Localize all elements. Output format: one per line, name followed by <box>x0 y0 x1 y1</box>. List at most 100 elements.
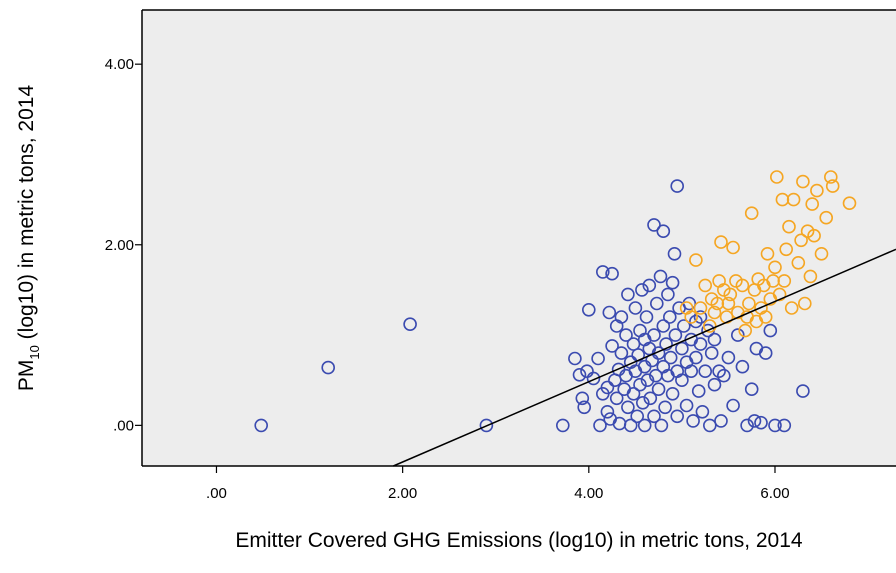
data-point-series-1 <box>702 418 717 433</box>
data-point-series-1 <box>628 301 643 315</box>
data-point-series-1 <box>321 360 336 375</box>
data-point-series-1 <box>639 310 654 324</box>
data-point-series-1 <box>656 224 671 238</box>
data-point-series-1 <box>707 332 722 347</box>
data-point-series-1 <box>591 351 605 366</box>
data-point-series-1 <box>605 339 619 353</box>
data-point-series-1 <box>656 319 671 333</box>
y-tick-label: 2.00 <box>105 237 134 254</box>
data-point-series-1 <box>689 314 703 329</box>
data-point-series-1 <box>658 400 672 415</box>
y-tick-label: .00 <box>113 417 134 434</box>
data-point-series-1 <box>712 364 726 379</box>
data-point-series-1 <box>675 341 689 356</box>
data-point-series-1 <box>668 328 683 342</box>
data-point-series-2 <box>803 269 818 284</box>
data-point-series-1 <box>621 400 635 415</box>
data-point-series-1 <box>600 380 615 395</box>
data-point-series-1 <box>686 414 700 428</box>
data-point-series-1 <box>693 310 708 324</box>
data-point-series-1 <box>716 368 731 383</box>
data-point-series-1 <box>704 346 719 360</box>
data-point-series-2 <box>823 170 838 184</box>
data-points-layer <box>254 170 857 433</box>
data-point-series-1 <box>647 328 661 342</box>
data-point-series-1 <box>626 386 641 401</box>
data-point-series-1 <box>593 418 607 433</box>
data-point-series-1 <box>581 302 596 317</box>
data-point-series-2 <box>807 228 821 243</box>
data-point-series-1 <box>614 346 629 360</box>
data-point-series-2 <box>794 233 808 248</box>
data-point-series-1 <box>479 418 494 433</box>
data-point-series-1 <box>568 351 582 366</box>
data-point-series-1 <box>740 418 754 433</box>
data-point-series-2 <box>791 255 806 270</box>
y-axis-title-subscript: 10 <box>27 345 42 359</box>
data-point-series-1 <box>777 418 792 433</box>
data-point-series-2 <box>779 242 794 257</box>
data-point-series-2 <box>810 183 824 198</box>
data-point-series-2 <box>721 296 736 311</box>
data-point-series-2 <box>775 192 790 207</box>
plot-background <box>142 10 896 466</box>
data-point-series-1 <box>693 337 708 351</box>
y-axis-title-rest: (log10) in metric tons, 2014 <box>15 85 38 346</box>
data-point-series-1 <box>691 384 706 398</box>
data-point-series-2 <box>723 287 738 302</box>
data-point-series-1 <box>642 278 657 293</box>
data-point-series-1 <box>654 418 669 433</box>
axes-layer: .00 2.00 4.00 6.00 .00 2.00 4.00 <box>105 9 896 502</box>
data-point-series-1 <box>662 310 677 324</box>
data-point-series-1 <box>572 367 587 382</box>
data-point-series-1 <box>595 265 610 279</box>
data-point-series-1 <box>577 400 592 415</box>
data-point-series-2 <box>842 196 857 210</box>
data-point-series-1 <box>619 328 633 342</box>
data-point-series-2 <box>714 235 728 249</box>
data-point-series-2 <box>726 240 740 255</box>
data-point-series-2 <box>744 206 759 220</box>
data-point-series-1 <box>621 287 635 302</box>
data-point-series-1 <box>254 418 269 433</box>
data-point-series-1 <box>747 414 762 428</box>
data-point-series-1 <box>635 395 650 410</box>
data-point-series-1 <box>670 409 685 424</box>
data-point-series-2 <box>786 192 801 207</box>
data-point-series-2 <box>825 179 840 193</box>
data-point-series-1 <box>726 398 740 413</box>
data-point-series-1 <box>663 350 678 365</box>
data-point-series-1 <box>675 373 689 388</box>
data-point-series-2 <box>710 296 725 311</box>
data-point-series-2 <box>760 247 775 261</box>
data-point-series-1 <box>555 418 570 433</box>
data-point-series-1 <box>665 275 680 290</box>
data-point-series-1 <box>730 328 745 342</box>
data-point-series-2 <box>707 305 722 320</box>
data-point-series-1 <box>630 409 645 424</box>
data-point-series-1 <box>707 377 722 392</box>
data-point-series-1 <box>754 415 768 430</box>
data-point-series-1 <box>698 364 713 379</box>
data-point-series-2 <box>742 296 756 311</box>
data-point-series-1 <box>714 414 728 428</box>
data-point-series-1 <box>635 283 649 297</box>
data-point-series-1 <box>721 350 736 365</box>
data-point-series-1 <box>609 391 624 406</box>
data-point-series-2 <box>693 301 708 315</box>
y-tick-label: 4.00 <box>105 56 134 73</box>
data-point-series-1 <box>647 218 661 232</box>
data-point-series-1 <box>661 287 675 302</box>
x-tick-label: 6.00 <box>760 485 789 502</box>
data-point-series-2 <box>758 310 773 324</box>
data-point-series-1 <box>667 247 682 261</box>
data-point-series-1 <box>637 418 652 433</box>
data-point-series-1 <box>403 317 417 332</box>
data-point-series-1 <box>653 269 668 284</box>
data-point-series-2 <box>796 174 810 189</box>
data-point-series-2 <box>805 197 820 211</box>
data-point-series-1 <box>649 296 664 311</box>
data-point-series-1 <box>586 371 601 386</box>
data-point-series-1 <box>643 391 658 406</box>
